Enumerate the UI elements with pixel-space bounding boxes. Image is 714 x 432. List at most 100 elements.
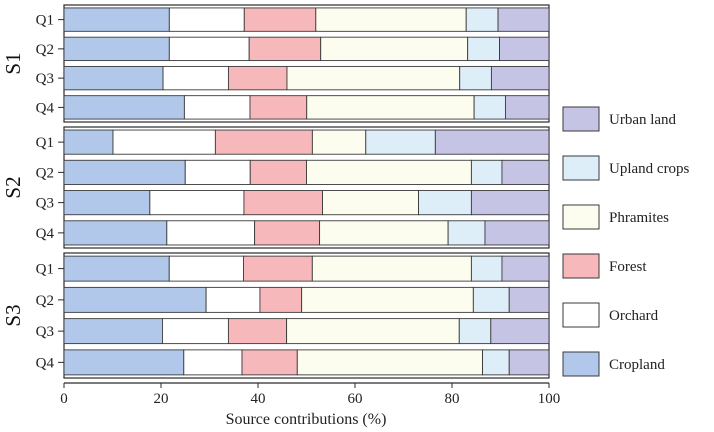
x-tick-label-0: 0 xyxy=(60,391,68,407)
bar-segment-s3-q1-cropland xyxy=(63,255,170,282)
bar-segment-s2-q1-urban-land xyxy=(434,129,550,155)
bar-segment-s1-q1-orchard xyxy=(168,7,245,32)
bar-segment-s1-q3-forest xyxy=(227,65,288,91)
bar-segment-s1-q3-orchard xyxy=(162,65,229,91)
group-label-s1: S1 xyxy=(1,52,25,74)
legend-label-cropland: Cropland xyxy=(609,357,665,373)
bar-segment-s3-q3-cropland xyxy=(63,318,163,345)
bar-segment-s2-q2-forest xyxy=(249,159,307,185)
x-tick-label-60: 60 xyxy=(348,391,363,407)
legend: Urban land Upland crops Phramites Forest Orc… xyxy=(562,106,690,377)
group-label-s2: S2 xyxy=(1,176,25,198)
bar-segment-s3-q1-forest xyxy=(242,255,313,282)
bar-segment-s2-q1-upland-crops xyxy=(365,129,436,155)
bar-segment-s2-q3-forest xyxy=(243,190,323,216)
bar-segment-s2-q4-upland-crops xyxy=(447,220,486,246)
bar-segment-s3-q1-upland-crops xyxy=(470,255,503,282)
bar-segment-s2-q2-orchard xyxy=(184,159,251,185)
legend-label-urban-land: Urban land xyxy=(609,112,677,128)
bar-segment-s3-q2-forest xyxy=(259,286,303,313)
bar-segment-s1-q4-orchard xyxy=(183,95,251,120)
row-label-s1-q3: Q3 xyxy=(36,71,54,87)
row-labels: Q1 Q2 Q3 Q4 S1 Q1 Q2 Q3 Q4 S2 Q1 Q2 Q3 Q4 S3 xyxy=(1,13,64,371)
bar-segment-s2-q1-orchard xyxy=(112,129,216,155)
bar-segment-s3-q1-phramites xyxy=(311,255,472,282)
row-label-s1-q2: Q2 xyxy=(36,42,54,58)
row-label-s3-q4: Q4 xyxy=(36,355,55,371)
bar-segment-s1-q4-urban-land xyxy=(504,95,550,120)
row-label-s1-q1: Q1 xyxy=(36,13,54,29)
bar-segment-s3-q1-urban-land xyxy=(501,255,550,282)
bar-segment-s2-q4-phramites xyxy=(319,220,449,246)
bar-segment-s1-q3-upland-crops xyxy=(459,65,492,91)
bar-segment-s1-q3-cropland xyxy=(63,65,164,91)
bar-segment-s1-q1-cropland xyxy=(63,7,170,32)
x-tick-label-40: 40 xyxy=(251,391,266,407)
bar-segment-s1-q1-upland-crops xyxy=(465,7,499,32)
bar-segment-s3-q4-forest xyxy=(241,349,298,376)
bar-segment-s2-q4-cropland xyxy=(63,220,168,246)
bar-segment-s2-q3-urban-land xyxy=(470,190,550,216)
legend-swatch-phramites xyxy=(562,204,600,230)
bar-segment-s2-q2-phramites xyxy=(306,159,472,185)
bar-segment-s3-q3-orchard xyxy=(162,318,229,345)
bar-segment-s3-q4-phramites xyxy=(296,349,484,376)
bar-segment-s1-q2-forest xyxy=(248,36,322,62)
bar-segment-s1-q3-urban-land xyxy=(490,65,550,91)
legend-swatch-upland-crops xyxy=(562,155,600,181)
row-label-s2-q3: Q3 xyxy=(36,196,54,212)
bar-segment-s1-q2-phramites xyxy=(320,36,469,62)
bar-segment-s1-q4-cropland xyxy=(63,95,185,120)
bar-segment-s3-q3-phramites xyxy=(286,318,460,345)
x-tick-label-80: 80 xyxy=(445,391,460,407)
bar-segment-s1-q4-upland-crops xyxy=(473,95,506,120)
bar-segment-s2-q4-forest xyxy=(254,220,321,246)
bar-segment-s2-q2-urban-land xyxy=(501,159,550,185)
legend-swatch-urban-land xyxy=(562,106,600,132)
bar-segment-s3-q2-upland-crops xyxy=(472,286,510,313)
bar-segment-s2-q3-cropland xyxy=(63,190,151,216)
bar-segment-s2-q4-orchard xyxy=(166,220,256,246)
bar-segment-s2-q1-phramites xyxy=(311,129,367,155)
bar-segment-s1-q1-forest xyxy=(243,7,317,32)
bar-segment-s3-q2-urban-land xyxy=(508,286,550,313)
bar-segment-s3-q3-forest xyxy=(227,318,288,345)
bar-segment-s2-q1-cropland xyxy=(63,129,114,155)
legend-label-orchard: Orchard xyxy=(609,308,659,324)
x-tick-label-20: 20 xyxy=(154,391,169,407)
bar-segment-s1-q4-forest xyxy=(249,95,308,120)
bar-segment-s1-q2-cropland xyxy=(63,36,170,62)
x-axis: 0 20 40 60 80 100 xyxy=(60,382,561,407)
x-tick-label-100: 100 xyxy=(538,391,561,407)
bar-segment-s1-q1-phramites xyxy=(315,7,467,32)
bar-segment-s3-q2-orchard xyxy=(205,286,261,313)
row-label-s2-q4: Q4 xyxy=(36,226,55,242)
bar-segment-s3-q3-urban-land xyxy=(490,318,550,345)
bar-segment-s3-q4-orchard xyxy=(183,349,243,376)
row-label-s3-q1: Q1 xyxy=(36,262,54,278)
bar-segment-s1-q2-urban-land xyxy=(499,36,550,62)
bar-segment-s3-q4-upland-crops xyxy=(482,349,510,376)
bar-segment-s3-q4-urban-land xyxy=(508,349,550,376)
legend-swatch-cropland xyxy=(562,351,600,377)
bar-segment-s3-q3-upland-crops xyxy=(458,318,492,345)
legend-label-upland-crops: Upland crops xyxy=(609,161,690,177)
bar-segment-s1-q2-upland-crops xyxy=(467,36,500,62)
bar-segment-s3-q1-orchard xyxy=(168,255,244,282)
bar-segment-s3-q2-phramites xyxy=(301,286,474,313)
bar-segment-s1-q4-phramites xyxy=(306,95,475,120)
legend-swatch-orchard xyxy=(562,302,600,328)
bar-segment-s1-q3-phramites xyxy=(286,65,461,91)
bar-segment-s1-q2-orchard xyxy=(168,36,250,62)
group-frame-s1 xyxy=(63,4,550,123)
legend-swatch-forest xyxy=(562,253,600,279)
bar-segment-s3-q4-cropland xyxy=(63,349,185,376)
bar-segment-s2-q3-phramites xyxy=(322,190,419,216)
bar-segment-s1-q1-urban-land xyxy=(497,7,550,32)
bar-segment-s2-q4-urban-land xyxy=(484,220,550,246)
row-label-s3-q2: Q2 xyxy=(36,293,54,309)
bar-segment-s3-q2-cropland xyxy=(63,286,207,313)
row-label-s3-q3: Q3 xyxy=(36,324,54,340)
group-frame-s3 xyxy=(63,252,550,379)
x-axis-title: Source contributions (%) xyxy=(226,411,387,428)
